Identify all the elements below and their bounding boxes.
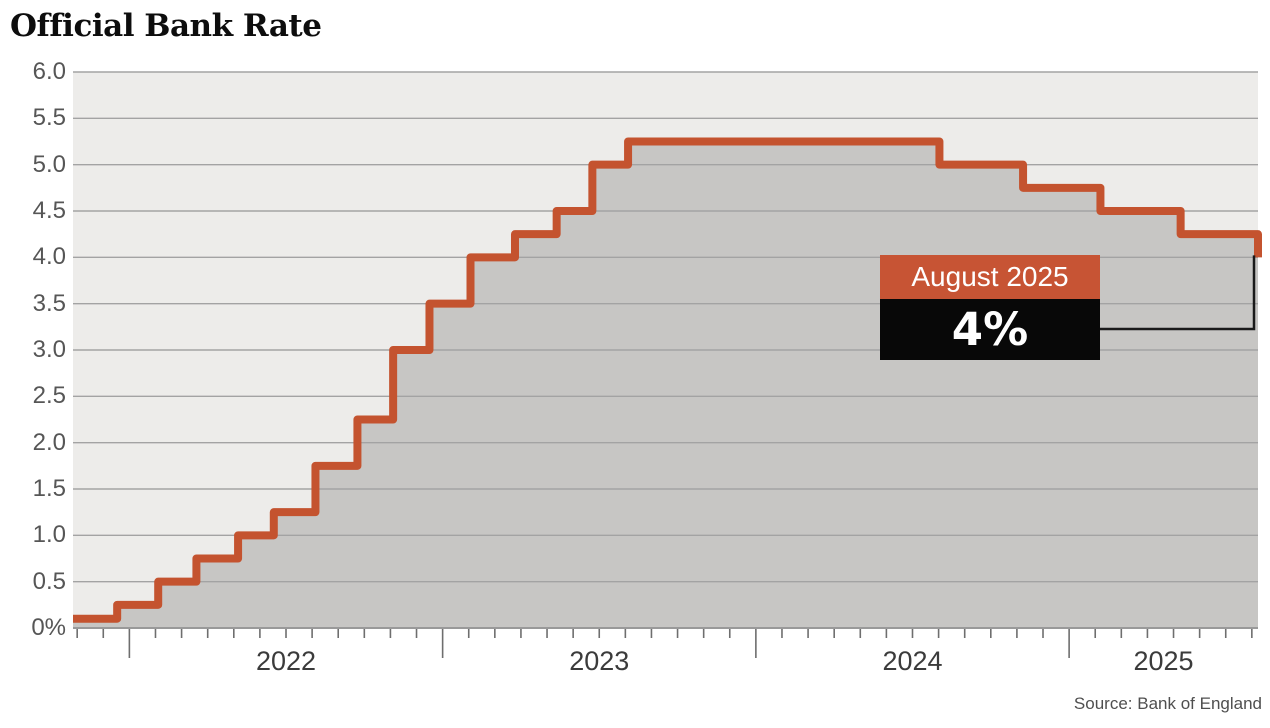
y-tick-label: 2.0	[32, 428, 66, 456]
y-tick-label: 3.0	[32, 336, 66, 363]
y-tick-label: 1.0	[32, 521, 66, 549]
x-tick-label: 2025	[1133, 646, 1194, 676]
y-tick-label: 4.0	[32, 243, 66, 271]
x-axis-ticks	[76, 629, 1253, 658]
y-tick-label: 5.5	[32, 104, 66, 132]
y-tick-label: 4.5	[32, 197, 66, 224]
annotation-rate-value: 4%	[880, 299, 1100, 360]
x-tick-label: 2023	[569, 646, 630, 676]
y-tick-label: 3.5	[32, 289, 66, 317]
y-tick-label: 0%	[31, 614, 66, 641]
y-tick-label: 5.0	[32, 150, 66, 178]
rate-step-line	[73, 137, 1262, 623]
y-tick-label: 1.5	[32, 475, 66, 502]
y-tick-label: 6.0	[32, 58, 66, 85]
annotation-date-label: August 2025	[880, 255, 1100, 299]
annotation-connector-line	[1100, 255, 1256, 331]
y-tick-label: 0.5	[32, 567, 66, 595]
rate-annotation: August 2025 4%	[880, 255, 1100, 360]
x-tick-label: 2024	[882, 646, 943, 676]
y-tick-label: 2.5	[32, 382, 66, 410]
x-tick-label: 2022	[255, 646, 317, 676]
source-attribution: Source: Bank of England	[1073, 694, 1262, 713]
chart-title: Official Bank Rate	[10, 8, 322, 44]
